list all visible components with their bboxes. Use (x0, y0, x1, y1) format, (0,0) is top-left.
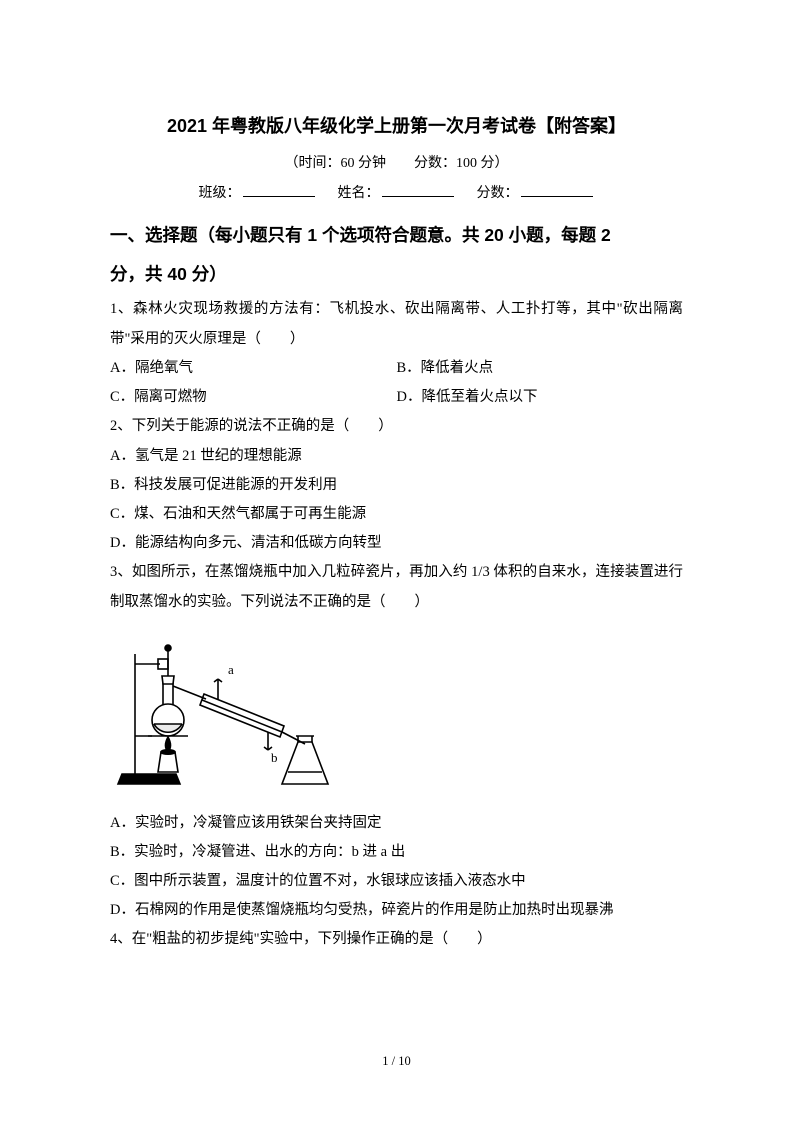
q4-text: 4、在"粗盐的初步提纯"实验中，下列操作正确的是（ ） (110, 925, 683, 955)
name-label: 姓名： (338, 186, 380, 201)
section-1-heading-l2: 分，共 40 分） (110, 255, 683, 294)
exam-meta: （时间：60 分钟 分数：100 分） (110, 150, 683, 178)
q3-option-b[interactable]: B．实验时，冷凝管进、出水的方向：b 进 a 出 (110, 838, 683, 867)
q3-options: A．实验时，冷凝管应该用铁架台夹持固定 B．实验时，冷凝管进、出水的方向：b 进… (110, 809, 683, 925)
class-blank[interactable] (243, 182, 315, 197)
page-footer: 1 / 10 (0, 1049, 793, 1074)
q2-option-d[interactable]: D．能源结构向多元、清洁和低碳方向转型 (110, 529, 683, 558)
label-a: a (228, 662, 234, 677)
label-b: b (271, 750, 278, 765)
q2-options: A．氢气是 21 世纪的理想能源 B．科技发展可促进能源的开发利用 C．煤、石油… (110, 442, 683, 558)
q2-option-b[interactable]: B．科技发展可促进能源的开发利用 (110, 471, 683, 500)
q2-option-a[interactable]: A．氢气是 21 世纪的理想能源 (110, 442, 683, 471)
q1-option-a[interactable]: A．隔绝氧气 (110, 354, 397, 383)
q3-option-d[interactable]: D．石棉网的作用是使蒸馏烧瓶均匀受热，碎瓷片的作用是防止加热时出现暴沸 (110, 896, 683, 925)
q1-option-b[interactable]: B．降低着火点 (397, 354, 684, 383)
q2-option-c[interactable]: C．煤、石油和天然气都属于可再生能源 (110, 500, 683, 529)
q3-option-c[interactable]: C．图中所示装置，温度计的位置不对，水银球应该插入液态水中 (110, 867, 683, 896)
q1-option-c[interactable]: C．隔离可燃物 (110, 383, 397, 412)
distillation-svg: a b (110, 624, 365, 794)
q3-option-a[interactable]: A．实验时，冷凝管应该用铁架台夹持固定 (110, 809, 683, 838)
distillation-apparatus-diagram: a b (110, 624, 683, 805)
section-1-heading: 一、选择题（每小题只有 1 个选项符合题意。共 20 小题，每题 2 分，共 4… (110, 216, 683, 293)
class-label: 班级： (199, 186, 241, 201)
section-1-heading-l1: 一、选择题（每小题只有 1 个选项符合题意。共 20 小题，每题 2 (110, 216, 683, 255)
score-label: 分数： (477, 186, 519, 201)
q1-options: A．隔绝氧气 C．隔离可燃物 B．降低着火点 D．降低至着火点以下 (110, 354, 683, 412)
q3-text: 3、如图所示，在蒸馏烧瓶中加入几粒碎瓷片，再加入约 1/3 体积的自来水，连接装… (110, 558, 683, 617)
q2-text: 2、下列关于能源的说法不正确的是（ ） (110, 412, 683, 442)
student-info-line: 班级： 姓名： 分数： (110, 180, 683, 208)
q1-option-d[interactable]: D．降低至着火点以下 (397, 383, 684, 412)
score-blank[interactable] (521, 182, 593, 197)
q1-text: 1、森林火灾现场救援的方法有：飞机投水、砍出隔离带、人工扑打等，其中"砍出隔离带… (110, 295, 683, 354)
name-blank[interactable] (382, 182, 454, 197)
exam-page: 2021 年粤教版八年级化学上册第一次月考试卷【附答案】 （时间：60 分钟 分… (0, 0, 793, 1122)
exam-title: 2021 年粤教版八年级化学上册第一次月考试卷【附答案】 (110, 108, 683, 144)
